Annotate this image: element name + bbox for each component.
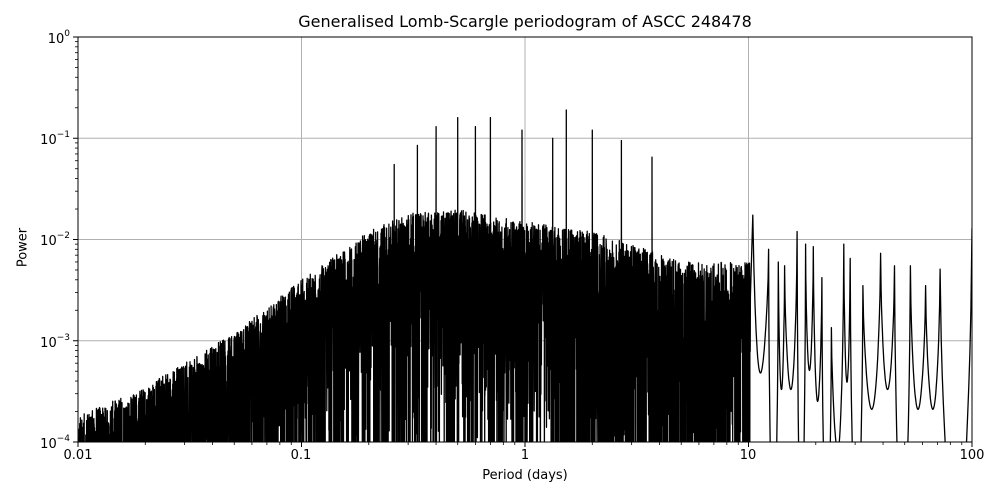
plot-area — [78, 109, 972, 442]
y-tick-label: 10−4 — [40, 434, 70, 452]
y-tick-label: 10−3 — [40, 333, 70, 351]
periodogram-line — [78, 109, 972, 442]
x-tick-label: 1 — [520, 448, 530, 463]
x-tick-label: 0.1 — [290, 448, 312, 463]
axes-frame — [77, 36, 973, 443]
x-tick-label: 10 — [739, 448, 757, 463]
x-tick-label: 100 — [959, 448, 985, 463]
x-axis-label: Period (days) — [482, 468, 568, 483]
x-tick-label: 0.01 — [63, 448, 93, 463]
y-tick-label: 10−2 — [40, 231, 70, 249]
y-tick-label: 100 — [47, 29, 70, 47]
chart-title: Generalised Lomb-Scargle periodogram of … — [298, 12, 752, 31]
y-tick-label: 10−1 — [40, 130, 70, 148]
